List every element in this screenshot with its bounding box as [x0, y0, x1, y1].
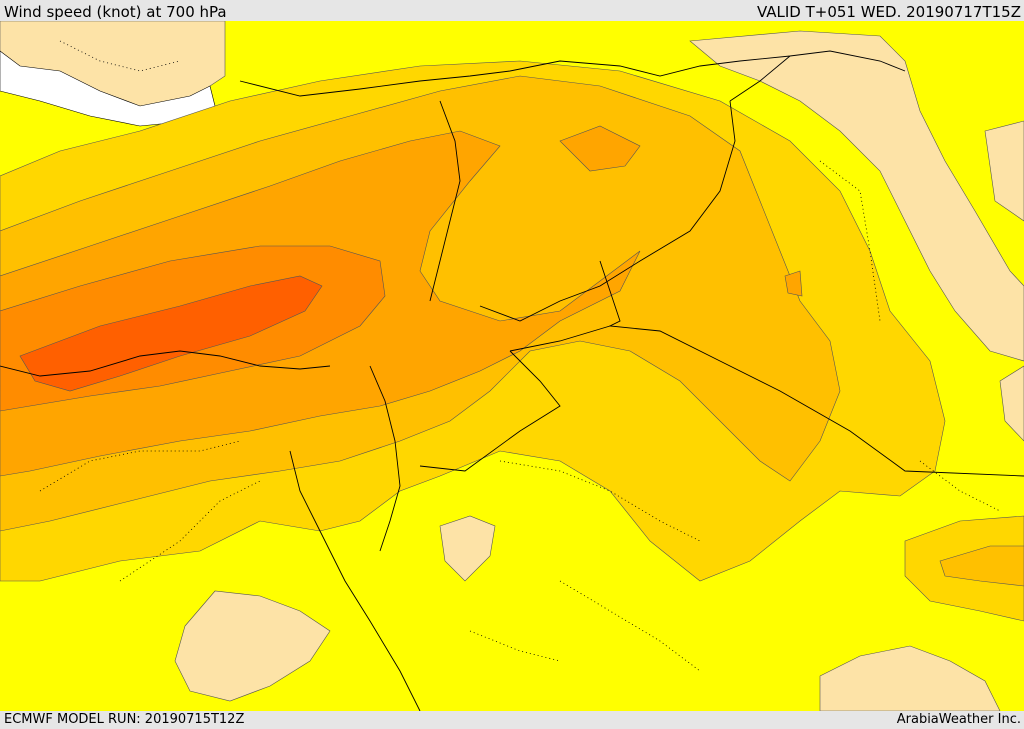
wind-band-2-east — [939, 545, 1024, 587]
calm-region-iran — [689, 30, 1024, 362]
admin-line-3 — [499, 460, 701, 542]
border-iraq-saudi — [599, 260, 1024, 477]
wind-speed-map[interactable] — [0, 21, 1024, 711]
credit: ArabiaWeather Inc. — [896, 712, 1021, 727]
border-jordan-saudi-north — [509, 325, 611, 352]
admin-line-2 — [119, 480, 261, 582]
wind-band-5 — [19, 275, 323, 392]
map-canvas — [0, 21, 1024, 711]
calm-region-gulf — [999, 365, 1024, 442]
borders — [0, 50, 1024, 711]
coast-libya-egypt — [0, 350, 331, 377]
admin-boundaries — [39, 40, 1001, 672]
admin-line-7 — [919, 460, 1001, 512]
calm-region-arabia-south — [819, 645, 1001, 711]
coast-levant — [429, 100, 461, 302]
model-run: ECMWF MODEL RUN: 20190715T12Z — [4, 712, 245, 727]
admin-line-5 — [819, 160, 881, 322]
wind-band-3-iraq — [784, 270, 803, 297]
border-egypt-saudi-coast — [289, 450, 421, 711]
valid-time: VALID T+051 WED. 20190717T15Z — [756, 2, 1021, 21]
wind-band-3-north — [559, 125, 641, 172]
calm-region-zagros — [984, 120, 1024, 222]
calm-region-egypt-south — [174, 590, 331, 702]
border-iraq-iran-north — [729, 55, 791, 102]
border-israel-jordan — [369, 365, 401, 552]
border-jordan-saudi — [419, 350, 561, 472]
calm-region-sinai — [439, 515, 496, 582]
header-bar: Wind speed (knot) at 700 hPa VALID T+051… — [0, 0, 1024, 21]
border-turkey-south — [239, 50, 906, 97]
border-syria-iraq — [479, 100, 736, 322]
footer-bar: ECMWF MODEL RUN: 20190715T12Z ArabiaWeat… — [0, 711, 1024, 729]
map-title: Wind speed (knot) at 700 hPa — [4, 2, 227, 21]
sea-aegean — [0, 50, 216, 127]
